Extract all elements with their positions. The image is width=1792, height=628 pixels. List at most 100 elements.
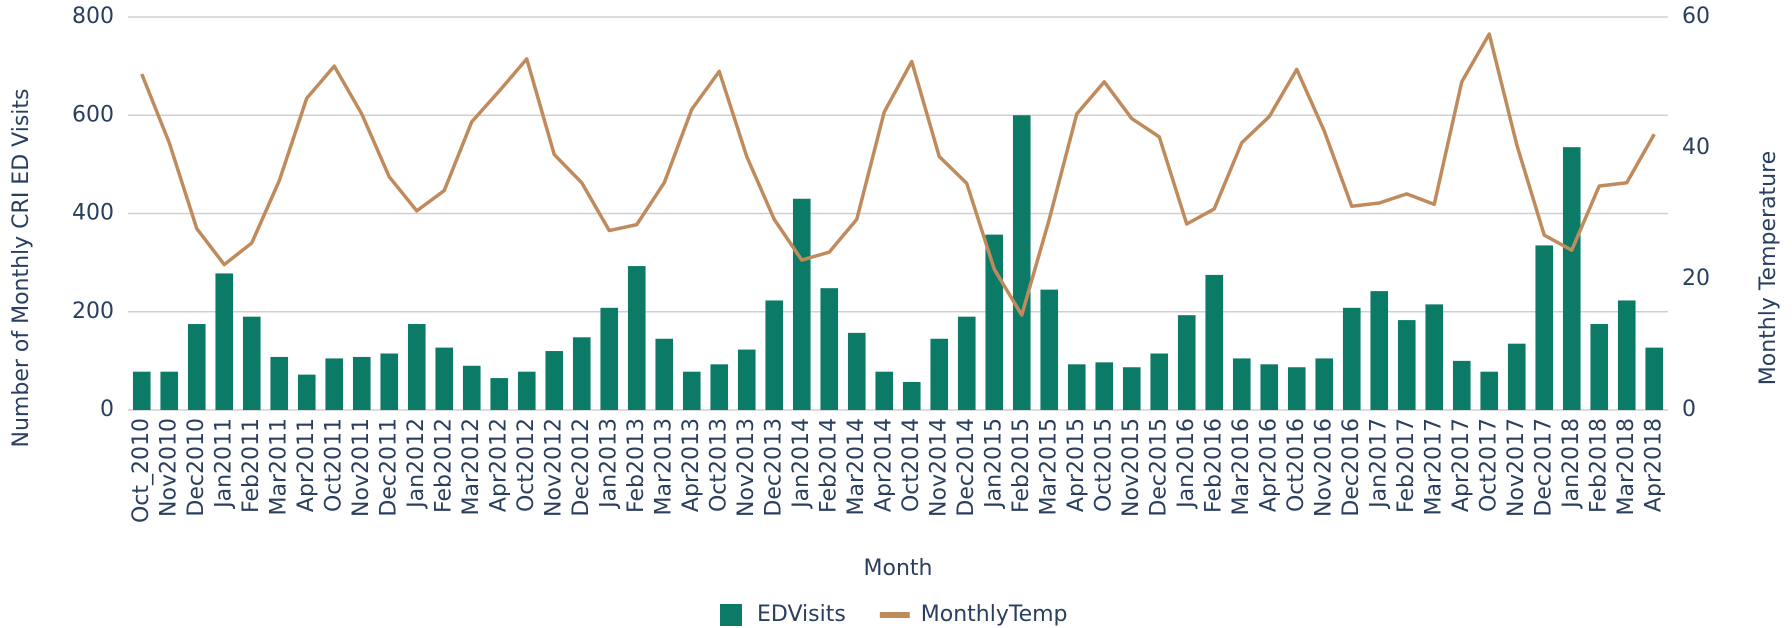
x-tick-label: Oct2014 (899, 418, 924, 512)
bar (737, 349, 756, 410)
bar (435, 347, 454, 410)
x-tick-label: Oct2015 (1091, 418, 1116, 512)
x-tick-label: Feb2013 (624, 418, 649, 513)
x-tick-label: Nov2012 (541, 418, 566, 517)
bar (407, 324, 426, 410)
x-tick-label: Nov2017 (1504, 418, 1529, 517)
x-tick-label: Feb2012 (431, 418, 456, 513)
x-tick-label: Apr2018 (1641, 418, 1666, 512)
x-tick-label: Dec2011 (376, 418, 401, 517)
bar (1095, 362, 1114, 410)
x-tick-label: Mar2014 (844, 418, 869, 516)
x-tick-label: Oct2011 (321, 418, 346, 512)
bar (600, 307, 619, 410)
bar (1425, 304, 1444, 410)
bar (380, 353, 399, 410)
bar (1177, 315, 1196, 410)
x-tick-label: Oct2012 (514, 418, 539, 512)
bar (352, 356, 371, 410)
x-tick-label: Apr2016 (1256, 418, 1281, 512)
x-tick-label: Mar2017 (1421, 418, 1446, 516)
x-tick-label: Dec2012 (569, 418, 594, 517)
legend-swatch (720, 604, 742, 626)
bar (1645, 347, 1664, 410)
bar (1617, 300, 1636, 410)
bar (1562, 147, 1581, 410)
bar (572, 337, 591, 410)
legend-label: MonthlyTemp (921, 602, 1068, 627)
y-tick-label: 800 (72, 4, 114, 29)
x-tick-label: Apr2015 (1064, 418, 1089, 512)
bar (1507, 343, 1526, 410)
x-tick-label: Dec2010 (184, 418, 209, 517)
x-tick-label: Oct2017 (1476, 418, 1501, 512)
x-tick-label: Feb2017 (1394, 418, 1419, 513)
y2-tick-label: 40 (1682, 135, 1710, 160)
y2-tick-label: 0 (1682, 397, 1696, 422)
x-tick-label: Nov2015 (1119, 418, 1144, 517)
x-tick-label: Oct2013 (706, 418, 731, 512)
y-tick-label: 200 (72, 299, 114, 324)
bar (1315, 358, 1334, 410)
y-tick-label: 0 (100, 397, 114, 422)
x-tick-label: Nov2016 (1311, 418, 1336, 517)
x-tick-label: Mar2018 (1614, 418, 1639, 516)
x-tick-label: Jan2015 (981, 418, 1006, 510)
bar (242, 316, 261, 410)
bar (1480, 371, 1499, 410)
x-tick-label: Jan2013 (596, 418, 621, 510)
x-axis-title: Month (864, 556, 933, 581)
x-tick-label: Feb2015 (1009, 418, 1034, 513)
bar (627, 266, 646, 410)
x-tick-label: Nov2013 (734, 418, 759, 517)
bar (710, 364, 729, 410)
bar (1012, 115, 1031, 410)
bar (902, 381, 921, 410)
x-tick-label: Mar2011 (266, 418, 291, 516)
x-tick-label: Nov2011 (349, 418, 374, 517)
bar (517, 371, 536, 410)
bar (1452, 360, 1471, 410)
bar (1535, 245, 1554, 410)
x-tick-label: Apr2011 (294, 418, 319, 512)
x-tick-label: Apr2013 (679, 418, 704, 512)
bar (985, 234, 1004, 410)
x-tick-label: Mar2016 (1229, 418, 1254, 516)
bar (847, 332, 866, 410)
x-tick-label: Apr2017 (1449, 418, 1474, 512)
bar (792, 198, 811, 410)
bar (655, 338, 674, 410)
y-tick-label: 400 (72, 201, 114, 226)
x-tick-label: Dec2016 (1339, 418, 1364, 517)
x-tick-label: Mar2013 (651, 418, 676, 516)
bar (1287, 367, 1306, 410)
y2-tick-label: 60 (1682, 4, 1710, 29)
y-axis-title: Number of Monthly CRI ED Visits (9, 89, 34, 448)
bar (1370, 291, 1389, 410)
bar (930, 338, 949, 410)
x-tick-label: Oct2016 (1284, 418, 1309, 512)
bar (875, 371, 894, 410)
bar (160, 371, 179, 410)
bar (1590, 324, 1609, 410)
y2-tick-label: 20 (1682, 266, 1710, 291)
line (140, 32, 1656, 317)
x-tick-label: Oct_2010 (129, 418, 154, 523)
x-tick-label: Dec2015 (1146, 418, 1171, 517)
bar (325, 358, 344, 410)
bar (765, 300, 784, 410)
bar (1342, 307, 1361, 410)
bar (462, 365, 481, 410)
y-tick-label: 600 (72, 102, 114, 127)
bar (1397, 320, 1416, 410)
bar (1122, 367, 1141, 410)
bar (1232, 358, 1251, 410)
bar (1150, 353, 1169, 410)
x-tick-label: Feb2016 (1201, 418, 1226, 513)
bar (957, 316, 976, 410)
x-tick-label: Jan2017 (1366, 418, 1391, 510)
x-tick-label: Dec2014 (954, 418, 979, 517)
x-tick-label: Jan2018 (1559, 418, 1584, 510)
bar (1040, 289, 1059, 410)
y2-axis-title: Monthly Temperature (1756, 151, 1781, 385)
